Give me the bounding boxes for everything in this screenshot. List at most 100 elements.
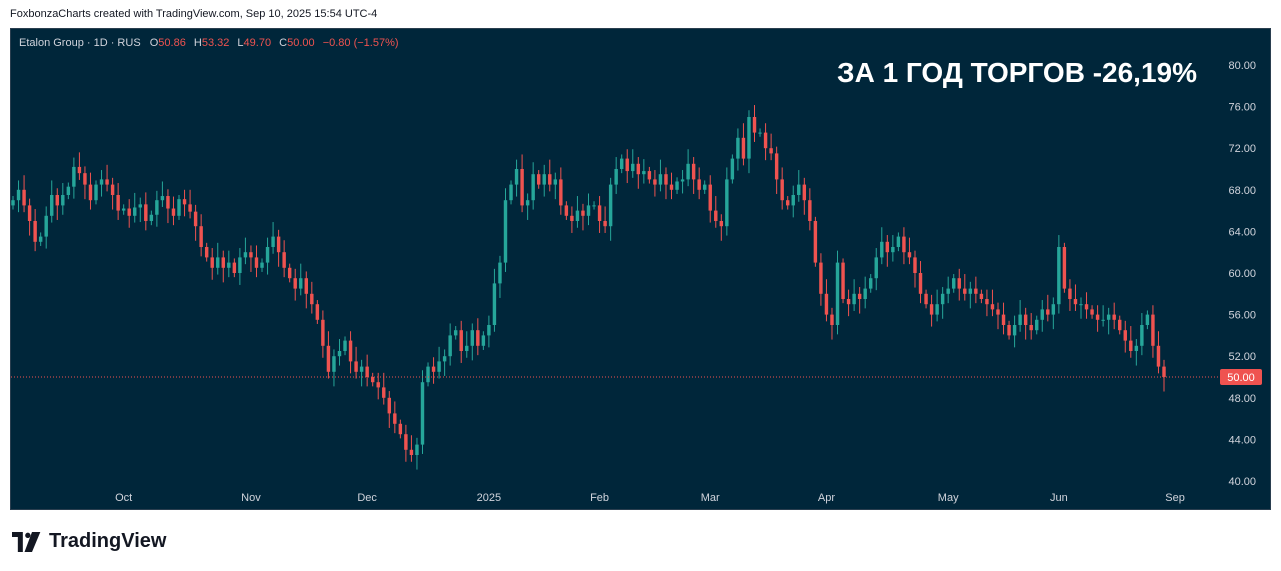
candle-body — [127, 208, 131, 216]
price-axis: 80.00 76.00 72.00 68.00 64.00 60.00 56.00 52.00… — [1228, 60, 1256, 488]
candle-body — [581, 210, 585, 216]
candle-body — [531, 174, 535, 201]
candle-body — [1129, 340, 1133, 351]
candle-body — [918, 273, 923, 294]
candle-body — [193, 211, 198, 227]
candle-body — [453, 330, 458, 336]
candle-body — [935, 304, 939, 315]
candle-body — [470, 330, 475, 346]
candle-body — [437, 361, 441, 372]
candle-body — [802, 184, 807, 201]
candle-body — [857, 293, 862, 299]
candle-body — [287, 267, 292, 279]
candle-body — [940, 293, 945, 305]
candle-body — [498, 262, 502, 284]
candle-body — [387, 397, 392, 414]
candle-body — [442, 356, 447, 362]
brand-name: TradingView — [49, 530, 167, 552]
candle-body — [492, 283, 497, 325]
candle-body — [774, 153, 779, 180]
candle-body — [852, 293, 856, 305]
y-tick-label: 60.00 — [1228, 268, 1256, 280]
candle-body — [88, 184, 93, 201]
candle-body — [72, 166, 76, 187]
candle-body — [631, 163, 635, 172]
candle-body — [326, 345, 331, 372]
candle-body — [94, 184, 98, 201]
candle-body — [110, 184, 115, 195]
candle-body — [647, 171, 652, 180]
candle-body — [38, 236, 43, 242]
candle-body — [990, 304, 995, 310]
candle-body — [669, 184, 674, 190]
chart-panel[interactable]: 80.00 76.00 72.00 68.00 64.00 60.00 56.00 52.00… — [10, 28, 1271, 510]
candlestick-chart[interactable]: 80.00 76.00 72.00 68.00 64.00 60.00 56.00 52.00… — [11, 29, 1272, 511]
candle-body — [658, 174, 663, 185]
candle-body — [830, 314, 834, 325]
headline-annotation: ЗА 1 ГОД ТОРГОВ -26,19% — [837, 57, 1197, 88]
candle-body — [514, 169, 519, 185]
candle-body — [736, 137, 740, 159]
candle-body — [891, 247, 895, 253]
x-tick-label: Jun — [1050, 492, 1068, 504]
candle-body — [979, 293, 984, 299]
candle-body — [227, 262, 231, 268]
candle-body — [382, 387, 386, 398]
candle-body — [27, 205, 32, 221]
candle-body — [459, 330, 463, 351]
candle-body — [426, 366, 430, 383]
candle-body — [144, 204, 148, 221]
candle-body — [138, 204, 142, 208]
candle-body — [846, 299, 851, 305]
candle-body — [271, 236, 275, 247]
candle-body — [1035, 319, 1039, 331]
change-value: −0.80 (−1.57%) — [323, 37, 399, 49]
symbol-name: Etalon Group · 1D · RUS — [19, 37, 141, 49]
x-tick-label: Apr — [818, 492, 835, 504]
candle-body — [697, 179, 701, 190]
candle-body — [22, 189, 26, 206]
candle-body — [210, 257, 214, 268]
candle-body — [592, 205, 596, 207]
tradingview-logo[interactable]: TradingView — [12, 530, 166, 553]
candle-body — [354, 361, 358, 372]
candle-body — [177, 199, 181, 216]
candle-body — [874, 257, 878, 279]
candle-body — [614, 169, 618, 185]
candle-body — [985, 299, 989, 305]
candle-body — [863, 288, 867, 299]
candle-body — [1018, 314, 1022, 325]
candle-body — [963, 288, 967, 294]
candle-body — [1046, 309, 1050, 315]
candle-body — [758, 132, 762, 134]
candle-body — [66, 186, 71, 195]
candle-body — [1118, 319, 1122, 331]
candle-body — [216, 257, 220, 268]
candle-body — [188, 204, 192, 212]
candle-body — [653, 179, 657, 185]
candle-body — [714, 210, 718, 221]
candle-body — [77, 166, 82, 174]
candle-body — [99, 179, 104, 185]
candle-body — [1023, 314, 1028, 325]
time-axis: Oct Nov Dec 2025 Feb Mar Apr May Jun Sep — [115, 492, 1185, 504]
candle-body — [1112, 314, 1116, 320]
candle-body — [393, 413, 397, 424]
high-value: 53.32 — [202, 37, 230, 49]
candle-body — [1057, 247, 1061, 305]
candle-body — [603, 221, 607, 227]
candle-body — [747, 117, 751, 159]
candle-body — [503, 200, 508, 263]
candle-body — [199, 226, 203, 247]
low-label: L — [237, 37, 243, 49]
y-tick-label: 48.00 — [1228, 393, 1256, 405]
candle-body — [1068, 288, 1072, 299]
candle-body — [348, 340, 353, 362]
candle-body — [304, 278, 308, 294]
candle-body — [182, 199, 187, 205]
candle-body — [708, 184, 712, 211]
candle-body — [1084, 304, 1089, 310]
candle-body — [636, 163, 641, 175]
candle-body — [929, 304, 934, 315]
x-tick-label: Sep — [1165, 492, 1185, 504]
